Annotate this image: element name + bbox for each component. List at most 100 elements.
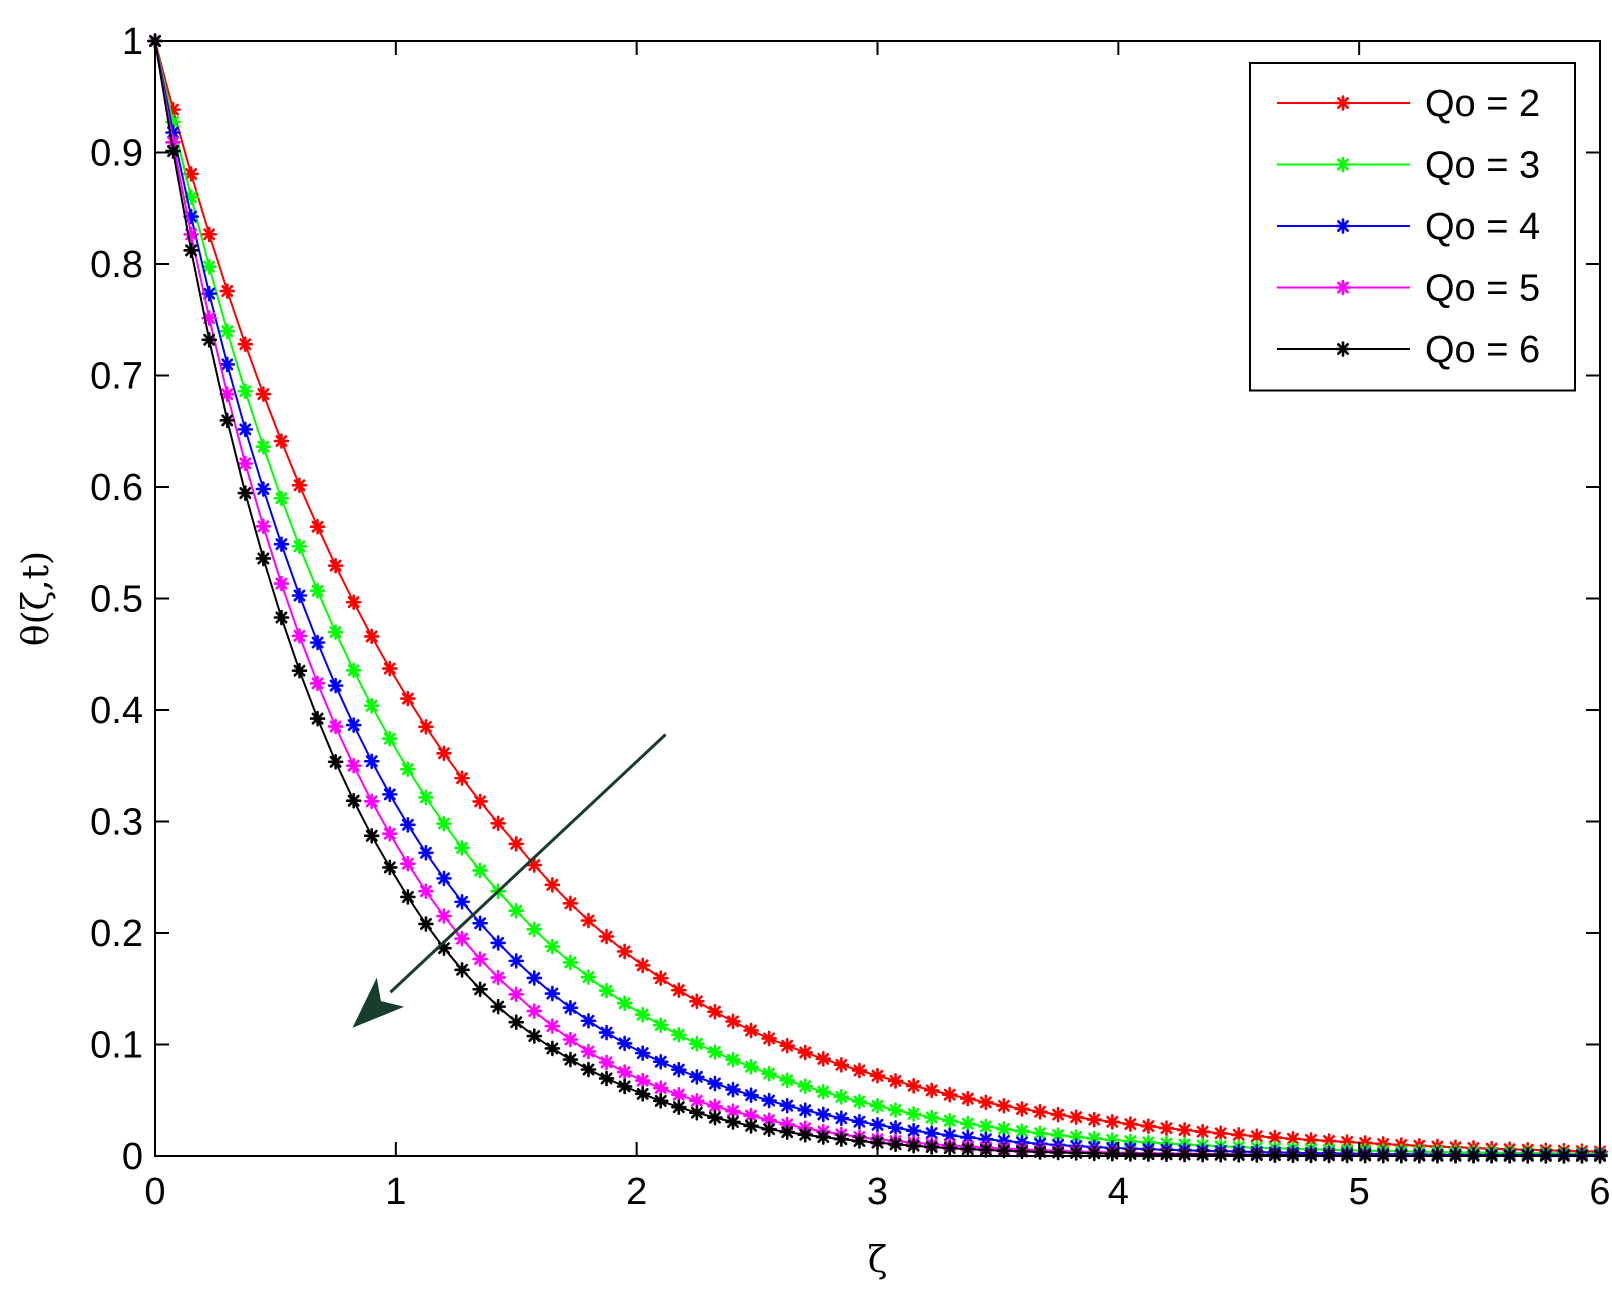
series-point — [598, 982, 615, 999]
series-point — [616, 1078, 633, 1095]
series-point — [327, 624, 344, 640]
legend-marker — [1335, 218, 1351, 234]
series-point — [580, 1012, 597, 1029]
series-point — [978, 1142, 994, 1158]
series-point — [941, 1086, 958, 1103]
series-point — [887, 1136, 904, 1153]
series-point — [436, 815, 452, 832]
series-point — [291, 628, 308, 644]
arrow-head — [352, 977, 405, 1028]
series-point — [634, 957, 651, 974]
series-point — [815, 1129, 832, 1145]
series-point — [490, 935, 506, 951]
series-point — [851, 1133, 868, 1149]
series-point — [219, 283, 236, 299]
series-point — [544, 1040, 561, 1057]
series-point — [327, 557, 344, 574]
series-point — [490, 815, 506, 832]
series-point — [833, 1057, 850, 1073]
series-point — [689, 1035, 705, 1052]
series-point — [1140, 1146, 1157, 1162]
y-tick-label: 0 — [122, 1136, 143, 1178]
series-point — [616, 1035, 633, 1052]
legend-label: Qo = 3 — [1425, 145, 1540, 187]
series-point — [219, 356, 236, 373]
series-point — [689, 1104, 705, 1121]
series-point — [183, 166, 199, 182]
series-point — [779, 1097, 795, 1114]
series-point — [1104, 1114, 1121, 1130]
series-point — [797, 1102, 814, 1119]
series-point — [544, 877, 561, 893]
series-point — [526, 1028, 543, 1044]
series-point — [363, 697, 380, 714]
series-point — [436, 745, 452, 762]
series-point — [905, 1137, 922, 1154]
y-axis-label: θ(ζ,t) — [16, 551, 57, 646]
series-point — [400, 761, 416, 777]
series-point — [616, 1064, 633, 1080]
series-point — [797, 1126, 814, 1143]
y-tick-label: 0.9 — [90, 133, 143, 175]
series-point — [652, 1080, 669, 1096]
series-point — [580, 1061, 597, 1078]
series-point — [183, 242, 199, 259]
series-point — [1194, 1146, 1211, 1163]
series-point — [923, 1082, 940, 1099]
series-point — [833, 1131, 850, 1147]
series-point — [562, 895, 579, 912]
series-point — [382, 825, 398, 842]
x-tick-label: 4 — [1108, 1171, 1129, 1213]
series-point — [1068, 1109, 1084, 1125]
series-point — [1140, 1118, 1157, 1134]
y-tick-label: 0.1 — [90, 1025, 143, 1067]
series-point — [779, 1037, 795, 1054]
series-point — [1230, 1127, 1247, 1143]
series-point — [634, 1045, 651, 1061]
series-point — [291, 477, 308, 494]
series-point — [1068, 1145, 1084, 1161]
series-point — [978, 1118, 994, 1135]
y-tick-label: 0.6 — [90, 467, 143, 509]
series-point — [598, 1024, 615, 1041]
series-point — [508, 986, 525, 1003]
series-point — [219, 412, 236, 429]
series-point — [689, 1069, 705, 1085]
legend-item: Qo = 3 — [1277, 145, 1540, 187]
y-tick-label: 0.7 — [90, 356, 143, 398]
series-point — [815, 1083, 832, 1100]
series-point — [1050, 1144, 1066, 1161]
series-point — [779, 1072, 795, 1089]
series-point — [472, 862, 488, 879]
series-point — [345, 662, 362, 679]
y-tick-label: 0.4 — [90, 690, 143, 732]
series-point — [400, 817, 416, 833]
series-point — [418, 719, 434, 735]
annotations — [352, 733, 667, 1028]
series-point — [941, 1112, 958, 1129]
series-point — [761, 1121, 777, 1137]
legend-label: Qo = 4 — [1425, 206, 1540, 248]
series-point — [743, 1022, 759, 1039]
series-point — [923, 1139, 940, 1155]
series-point — [544, 985, 561, 1002]
series-point — [1158, 1120, 1175, 1136]
series-point — [400, 690, 416, 707]
legend: Qo = 2 Qo = 3 Qo = 4 Qo = 5 Qo = 6 — [1249, 62, 1576, 392]
series-point — [345, 717, 362, 733]
ticks — [154, 40, 1601, 1157]
series-point — [580, 1043, 597, 1060]
series-point — [273, 536, 290, 552]
legend-label: Qo = 5 — [1425, 268, 1540, 310]
series-point — [201, 258, 217, 275]
series-point — [598, 1054, 615, 1071]
series-point — [869, 1116, 886, 1133]
series-point — [327, 718, 344, 735]
series-point — [1194, 1123, 1211, 1140]
series-point — [255, 518, 272, 535]
x-tick-label: 5 — [1349, 1171, 1370, 1213]
series-point — [562, 1031, 579, 1048]
series-point — [345, 757, 362, 774]
series-point — [598, 1070, 615, 1087]
